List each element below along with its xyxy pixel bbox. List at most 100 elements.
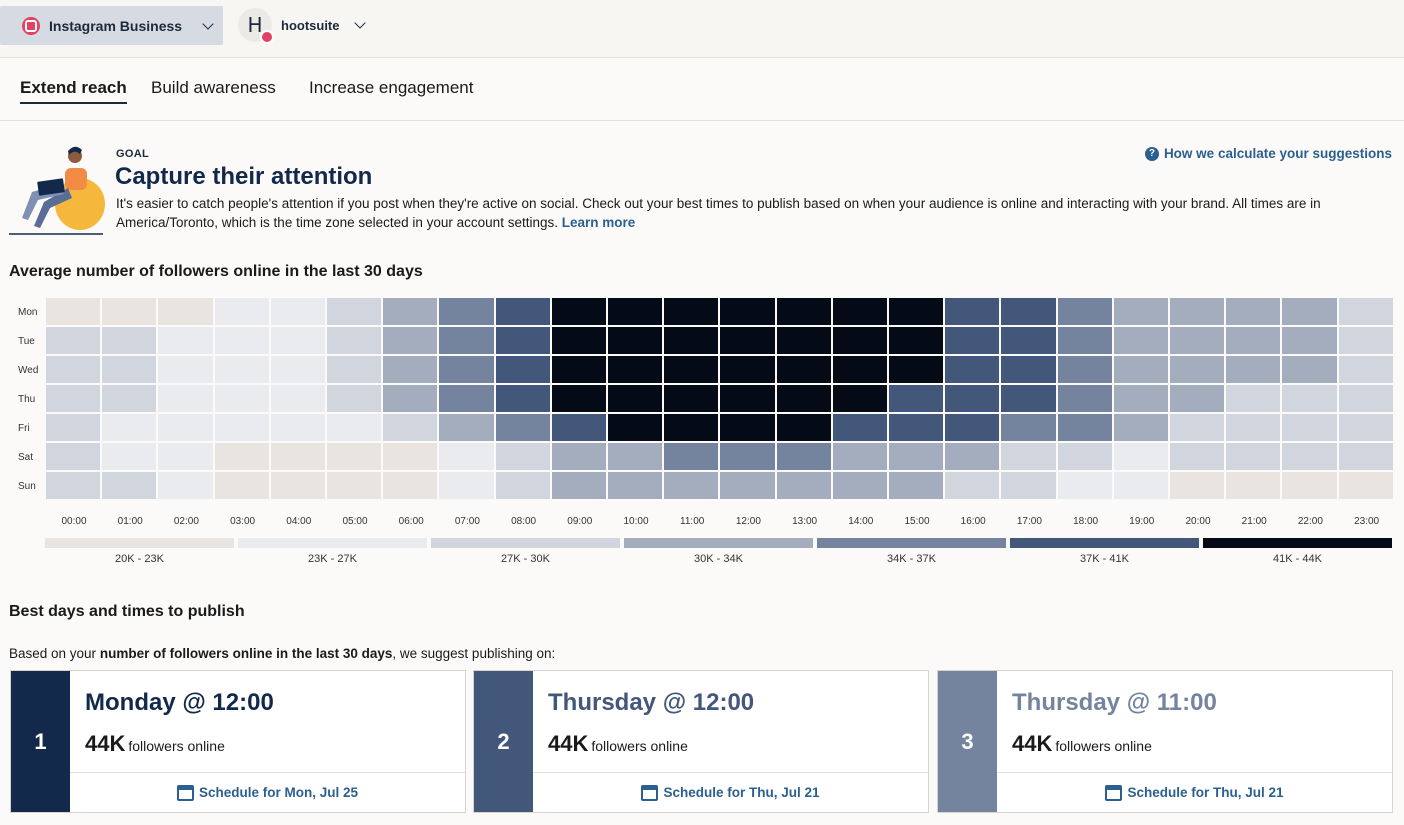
heatmap-cell[interactable]	[551, 385, 606, 412]
heatmap-cell[interactable]	[945, 356, 1000, 383]
heatmap-cell[interactable]	[383, 385, 438, 412]
heatmap-cell[interactable]	[889, 327, 944, 354]
heatmap-cell[interactable]	[1170, 356, 1225, 383]
heatmap-cell[interactable]	[1170, 443, 1225, 470]
heatmap-cell[interactable]	[1282, 414, 1337, 441]
schedule-button[interactable]: Schedule for Mon, Jul 25	[70, 772, 465, 812]
schedule-button[interactable]: Schedule for Thu, Jul 21	[997, 772, 1392, 812]
heatmap-cell[interactable]	[1057, 414, 1112, 441]
heatmap-cell[interactable]	[327, 472, 382, 499]
heatmap-cell[interactable]	[439, 298, 494, 325]
heatmap-cell[interactable]	[889, 385, 944, 412]
heatmap-cell[interactable]	[664, 443, 719, 470]
heatmap-cell[interactable]	[664, 385, 719, 412]
heatmap-cell[interactable]	[664, 356, 719, 383]
heatmap-cell[interactable]	[776, 414, 831, 441]
heatmap-cell[interactable]	[1113, 414, 1168, 441]
schedule-button[interactable]: Schedule for Thu, Jul 21	[533, 772, 928, 812]
heatmap-cell[interactable]	[1001, 356, 1056, 383]
heatmap-cell[interactable]	[102, 472, 157, 499]
heatmap-cell[interactable]	[551, 443, 606, 470]
heatmap-cell[interactable]	[832, 414, 887, 441]
heatmap-cell[interactable]	[1338, 414, 1393, 441]
heatmap-cell[interactable]	[158, 443, 213, 470]
heatmap-cell[interactable]	[1057, 472, 1112, 499]
heatmap-cell[interactable]	[776, 472, 831, 499]
heatmap-cell[interactable]	[776, 327, 831, 354]
account-type-dropdown[interactable]: Instagram Business	[0, 6, 223, 45]
heatmap-cell[interactable]	[1226, 472, 1281, 499]
heatmap-cell[interactable]	[1001, 472, 1056, 499]
heatmap-cell[interactable]	[945, 414, 1000, 441]
heatmap-cell[interactable]	[889, 356, 944, 383]
heatmap-cell[interactable]	[102, 414, 157, 441]
heatmap-cell[interactable]	[495, 298, 550, 325]
heatmap-cell[interactable]	[495, 385, 550, 412]
heatmap-cell[interactable]	[1001, 327, 1056, 354]
heatmap-cell[interactable]	[608, 443, 663, 470]
heatmap-cell[interactable]	[1226, 356, 1281, 383]
heatmap-cell[interactable]	[1057, 298, 1112, 325]
heatmap-cell[interactable]	[1226, 298, 1281, 325]
heatmap-cell[interactable]	[1113, 385, 1168, 412]
heatmap-cell[interactable]	[327, 356, 382, 383]
heatmap-cell[interactable]	[439, 356, 494, 383]
heatmap-cell[interactable]	[945, 385, 1000, 412]
heatmap-cell[interactable]	[46, 385, 101, 412]
heatmap-cell[interactable]	[1001, 443, 1056, 470]
heatmap-cell[interactable]	[327, 385, 382, 412]
heatmap-cell[interactable]	[664, 472, 719, 499]
profile-dropdown[interactable]: H hootsuite	[238, 8, 366, 44]
heatmap-cell[interactable]	[608, 385, 663, 412]
heatmap-cell[interactable]	[46, 298, 101, 325]
heatmap-cell[interactable]	[832, 385, 887, 412]
heatmap-cell[interactable]	[158, 356, 213, 383]
heatmap-cell[interactable]	[102, 327, 157, 354]
heatmap-cell[interactable]	[1057, 385, 1112, 412]
heatmap-cell[interactable]	[270, 327, 325, 354]
heatmap-cell[interactable]	[551, 327, 606, 354]
heatmap-cell[interactable]	[495, 414, 550, 441]
heatmap-cell[interactable]	[270, 385, 325, 412]
heatmap-cell[interactable]	[1226, 443, 1281, 470]
heatmap-cell[interactable]	[945, 298, 1000, 325]
heatmap-cell[interactable]	[945, 327, 1000, 354]
heatmap-cell[interactable]	[1282, 443, 1337, 470]
heatmap-cell[interactable]	[776, 298, 831, 325]
heatmap-cell[interactable]	[383, 356, 438, 383]
heatmap-cell[interactable]	[1001, 298, 1056, 325]
heatmap-cell[interactable]	[832, 472, 887, 499]
tab-build-awareness[interactable]: Build awareness	[151, 78, 276, 97]
heatmap-cell[interactable]	[1282, 327, 1337, 354]
tab-extend-reach[interactable]: Extend reach	[20, 78, 127, 104]
heatmap-cell[interactable]	[46, 443, 101, 470]
heatmap-cell[interactable]	[720, 443, 775, 470]
heatmap-cell[interactable]	[776, 356, 831, 383]
heatmap-cell[interactable]	[158, 385, 213, 412]
heatmap-cell[interactable]	[270, 472, 325, 499]
heatmap-cell[interactable]	[1282, 356, 1337, 383]
heatmap-cell[interactable]	[383, 327, 438, 354]
heatmap-cell[interactable]	[551, 298, 606, 325]
heatmap-cell[interactable]	[495, 356, 550, 383]
heatmap-cell[interactable]	[1226, 327, 1281, 354]
heatmap-cell[interactable]	[776, 443, 831, 470]
heatmap-cell[interactable]	[214, 327, 269, 354]
heatmap-cell[interactable]	[270, 298, 325, 325]
heatmap-cell[interactable]	[46, 356, 101, 383]
heatmap-cell[interactable]	[608, 327, 663, 354]
heatmap-cell[interactable]	[1057, 327, 1112, 354]
heatmap-cell[interactable]	[1170, 327, 1225, 354]
heatmap-cell[interactable]	[1001, 414, 1056, 441]
heatmap-cell[interactable]	[1113, 298, 1168, 325]
heatmap-cell[interactable]	[1338, 327, 1393, 354]
heatmap-cell[interactable]	[1170, 298, 1225, 325]
heatmap-cell[interactable]	[720, 385, 775, 412]
heatmap-cell[interactable]	[1282, 472, 1337, 499]
heatmap-cell[interactable]	[102, 385, 157, 412]
heatmap-cell[interactable]	[46, 414, 101, 441]
heatmap-cell[interactable]	[1170, 472, 1225, 499]
heatmap-cell[interactable]	[1338, 298, 1393, 325]
heatmap-cell[interactable]	[608, 472, 663, 499]
heatmap-cell[interactable]	[720, 327, 775, 354]
